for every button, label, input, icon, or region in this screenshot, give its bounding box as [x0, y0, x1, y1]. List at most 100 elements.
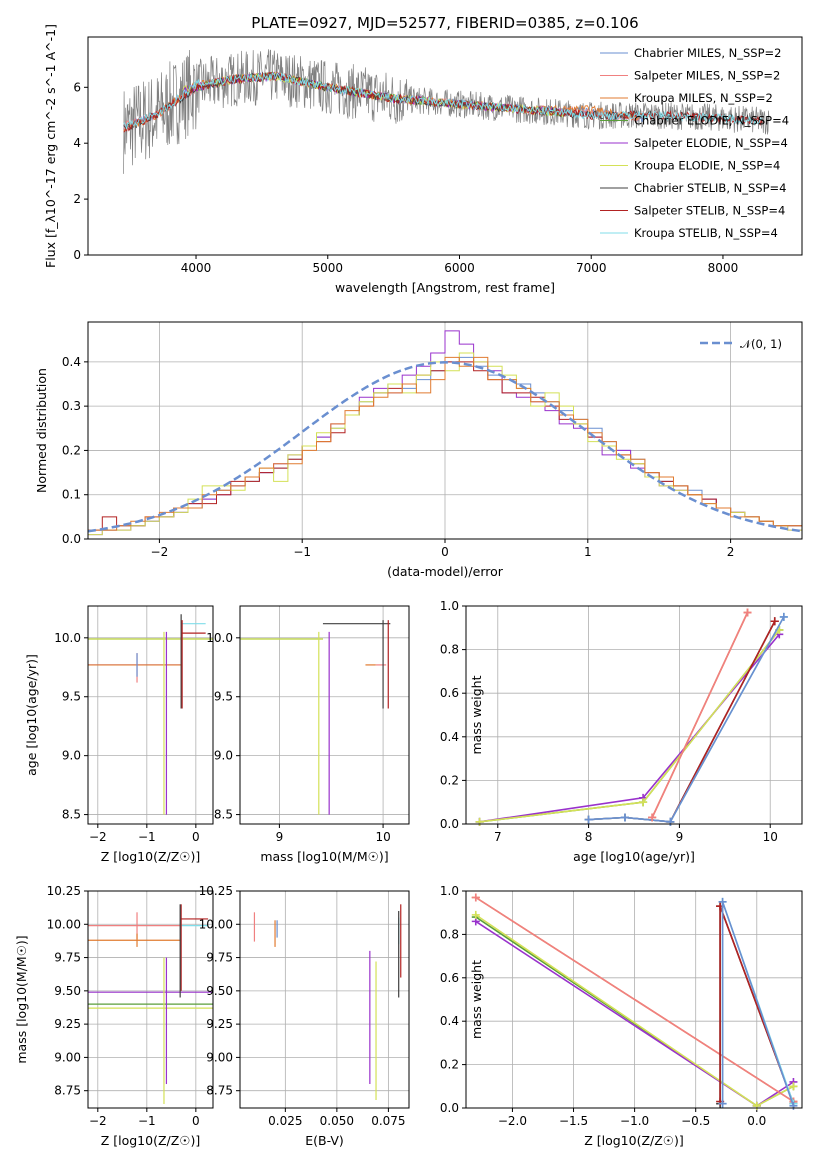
y-tick-label: 0.2 [440, 773, 459, 787]
y-tick-label: 4 [73, 136, 81, 150]
x-tick-label: 10 [763, 830, 778, 844]
x-tick-label: 7000 [576, 261, 607, 275]
axes-frame [87, 36, 803, 256]
y-tick-label: 0.8 [440, 643, 459, 657]
legend-label: Salpeter ELODIE, N_SSP=4 [634, 136, 788, 150]
x-tick-label: −2 [151, 545, 169, 559]
spectrum-model-line [123, 71, 763, 130]
y-tick-label: 0.2 [440, 1058, 459, 1072]
x-axis-label: E(B-V) [305, 1133, 344, 1148]
y-tick-label: 9.25 [206, 1017, 233, 1031]
mass-weight-point [770, 617, 779, 626]
y-tick-label: 10.00 [47, 917, 81, 931]
y-tick-label: 0.0 [440, 817, 459, 831]
y-tick-label: 9.75 [54, 951, 81, 965]
y-tick-label: 8.75 [206, 1084, 233, 1098]
mass-weight-point [648, 813, 657, 822]
axes-frame [87, 605, 214, 825]
panel-2: −2 −1 0 8.5 9.0 9.5 10.0 Z [log10(Z/Z☉)] age [lo… [24, 605, 214, 864]
y-axis-label: mass weight [469, 675, 484, 754]
y-tick-label: 10.00 [199, 917, 233, 931]
x-tick-label: 2 [727, 545, 735, 559]
axes-frame [465, 890, 803, 1109]
x-axis-label: Z [log10(Z/Z☉)] [584, 1133, 684, 1148]
x-tick-label: 10 [375, 830, 390, 844]
mass-weight-point [471, 910, 480, 919]
x-tick-label: 4000 [181, 261, 212, 275]
x-tick-label: −2 [89, 1114, 107, 1128]
panel-5: −2 −1 0 8.75 9.00 9.25 9.50 9.75 10.00 10.25 Z [lo… [14, 884, 214, 1148]
x-axis-label: wavelength [Angstrom, rest frame] [335, 280, 555, 295]
mass-weight-line [588, 616, 785, 823]
y-axis-label: Flux [f_λ10^-17 erg cm^-2 s^-1 A^-1] [43, 24, 58, 268]
x-tick-label: 0 [192, 1114, 200, 1128]
panel-1: −2 −1 0 1 2 0.0 0.1 0.2 0.3 0.4 (data-model)/error… [34, 321, 803, 579]
legend-label: 𝒩(0, 1) [740, 337, 782, 351]
x-tick-label: −1.0 [620, 1114, 649, 1128]
mass-weight-point [584, 815, 593, 824]
y-axis-label: mass [log10(M/M☉)] [14, 935, 29, 1063]
y-tick-label: 10.0 [54, 631, 81, 645]
y-tick-label: 0.6 [440, 971, 459, 985]
y-tick-label: 10.25 [199, 884, 233, 898]
mass-weight-point [475, 817, 484, 826]
x-tick-label: 0.075 [371, 1114, 405, 1128]
mass-weight-line [479, 629, 780, 823]
y-tick-label: 8.5 [214, 808, 233, 822]
mass-weight-point [779, 612, 788, 621]
mass-weight-line [479, 633, 780, 823]
legend-label: Kroupa STELIB, N_SSP=4 [634, 226, 778, 240]
mass-weight-point [743, 608, 752, 617]
y-tick-label: 0.3 [62, 399, 81, 413]
mass-weight-point [620, 813, 629, 822]
x-tick-label: −1 [293, 545, 311, 559]
axes-frame [87, 890, 214, 1109]
legend-label: Salpeter MILES, N_SSP=2 [634, 69, 780, 83]
panel-4: 7 8 9 10 0.0 0.2 0.4 0.6 0.8 1.0 age [log10(age/yr… [440, 599, 803, 864]
x-tick-label: −2 [89, 830, 107, 844]
y-tick-label: 1.0 [440, 884, 459, 898]
mass-weight-line [588, 620, 776, 823]
y-tick-label: 0.0 [440, 1101, 459, 1115]
mass-weight-point [471, 893, 480, 902]
y-tick-label: 8.75 [54, 1084, 81, 1098]
y-tick-label: 0.1 [62, 488, 81, 502]
x-tick-label: 9 [276, 830, 284, 844]
legend-label: Chabrier MILES, N_SSP=2 [634, 46, 781, 60]
y-tick-label: 0.6 [440, 686, 459, 700]
x-tick-label: 5000 [312, 261, 343, 275]
panel-6: 0.025 0.050 0.075 8.75 9.00 9.25 9.50 9.75 10.00… [199, 884, 410, 1148]
y-tick-label: 10.25 [47, 884, 81, 898]
y-tick-label: 9.00 [54, 1050, 81, 1064]
x-tick-label: 8 [585, 830, 593, 844]
spectrum-plot-area [123, 49, 770, 174]
mass-weight-point [666, 817, 675, 826]
legend-label: Kroupa ELODIE, N_SSP=4 [634, 159, 780, 173]
y-axis-label: age [log10(age/yr)] [24, 654, 39, 776]
y-axis-label: Normed distribution [34, 368, 49, 493]
legend-label: Kroupa MILES, N_SSP=2 [634, 91, 773, 105]
x-tick-label: 8000 [708, 261, 739, 275]
y-tick-label: 9.0 [214, 749, 233, 763]
mass-weight-line [651, 612, 749, 818]
x-axis-label: Z [log10(Z/Z☉)] [101, 1133, 201, 1148]
axes-frame [87, 321, 803, 540]
x-tick-label: 0.0 [747, 1114, 766, 1128]
y-tick-label: 2 [73, 192, 81, 206]
x-axis-label: age [log10(age/yr)] [573, 849, 695, 864]
panel-7: −2.0 −1.5 −1.0 −0.5 0.0 0.0 0.2 0.4 0.6 0.8 1.0 Z [… [440, 884, 803, 1148]
x-tick-label: 6000 [444, 261, 475, 275]
y-tick-label: 9.0 [62, 749, 81, 763]
mass-weight-point [718, 1099, 727, 1108]
x-tick-label: −2.0 [498, 1114, 527, 1128]
y-tick-label: 9.5 [62, 690, 81, 704]
panel-0: 4000 5000 6000 7000 8000 0 2 4 6 wavelength [Angs… [43, 24, 803, 295]
y-tick-label: 0.4 [62, 355, 81, 369]
y-tick-label: 9.50 [54, 984, 81, 998]
y-tick-label: 0.0 [62, 532, 81, 546]
mass-weight-line [721, 901, 795, 1107]
x-tick-label: 1 [584, 545, 592, 559]
mass-weight-line [588, 620, 776, 823]
panel-3: 9 10 8.5 9.0 9.5 10.0 mass [log10(M/M☉)] [206, 605, 410, 864]
